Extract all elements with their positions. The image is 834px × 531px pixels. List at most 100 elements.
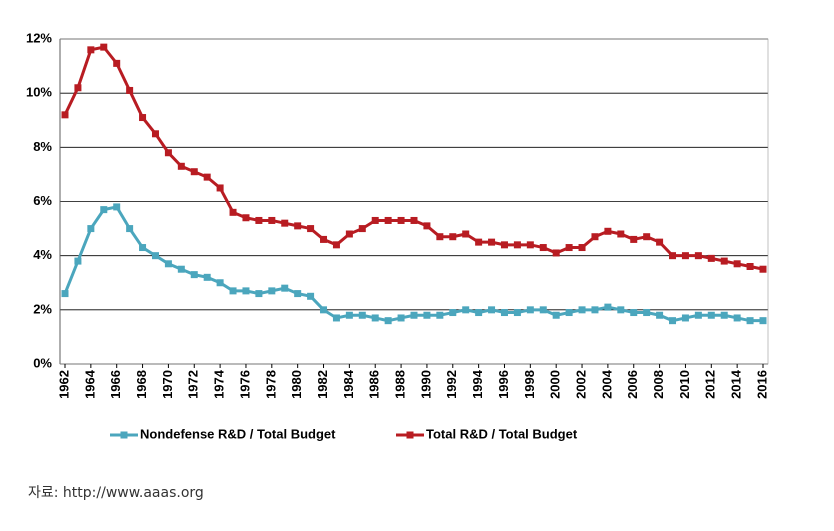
marker [513, 241, 521, 249]
marker [643, 233, 651, 241]
marker [139, 244, 147, 252]
marker [707, 311, 715, 319]
marker [449, 233, 457, 241]
marker [177, 265, 185, 273]
x-tick-label: 1990 [418, 370, 433, 399]
marker [410, 216, 418, 224]
marker [242, 287, 250, 295]
marker [190, 271, 198, 279]
marker [733, 260, 741, 268]
marker [539, 244, 547, 252]
x-tick-label: 2008 [651, 370, 666, 399]
marker [320, 306, 328, 314]
marker [630, 235, 638, 243]
marker [643, 309, 651, 317]
marker [462, 306, 470, 314]
marker [358, 225, 366, 233]
marker [397, 314, 405, 322]
x-tick-label: 2000 [548, 370, 563, 399]
marker [669, 252, 677, 260]
plot-frame [59, 38, 769, 365]
x-tick-label: 1986 [367, 370, 382, 399]
x-tick-label: 1976 [237, 370, 252, 399]
marker [526, 241, 534, 249]
marker [100, 206, 108, 214]
marker [475, 309, 483, 317]
marker [345, 311, 353, 319]
marker [694, 311, 702, 319]
marker [307, 225, 315, 233]
x-tick-label: 1982 [315, 370, 330, 399]
marker [281, 284, 289, 292]
marker [720, 311, 728, 319]
marker [500, 309, 508, 317]
marker [746, 263, 754, 270]
marker [294, 222, 302, 230]
marker [565, 309, 573, 317]
marker [681, 252, 689, 260]
x-tick-label: 1980 [289, 370, 304, 399]
marker [733, 314, 741, 322]
x-tick-label: 2014 [729, 369, 744, 399]
marker [397, 216, 405, 224]
marker [552, 311, 560, 319]
y-tick-label: 4% [33, 247, 52, 262]
x-tick-label: 1978 [263, 370, 278, 399]
marker [358, 311, 366, 319]
marker [591, 233, 599, 241]
marker [578, 244, 586, 252]
marker [656, 311, 664, 319]
marker [630, 309, 638, 317]
marker [203, 173, 211, 181]
y-tick-label: 2% [33, 301, 52, 316]
legend-label: Total R&D / Total Budget [426, 426, 578, 441]
marker [656, 238, 664, 246]
marker [242, 214, 250, 222]
legend-swatch [120, 431, 128, 439]
marker [177, 162, 185, 170]
marker [759, 265, 767, 273]
y-tick-label: 0% [33, 355, 52, 370]
marker [151, 130, 159, 138]
marker [617, 230, 625, 238]
marker [707, 254, 715, 262]
x-tick-label: 1972 [186, 370, 201, 399]
marker [759, 317, 767, 325]
marker [100, 43, 108, 51]
marker [151, 252, 159, 260]
marker [139, 114, 147, 122]
x-tick-label: 1970 [160, 370, 175, 399]
marker [720, 257, 728, 265]
x-tick-label: 1964 [82, 369, 97, 399]
marker [617, 306, 625, 314]
marker [604, 303, 612, 311]
y-tick-label: 12% [26, 30, 52, 45]
marker [61, 111, 69, 119]
marker [746, 317, 754, 325]
marker [87, 46, 95, 54]
marker [255, 216, 263, 224]
marker [488, 238, 496, 246]
marker [74, 257, 82, 265]
marker [229, 208, 237, 216]
y-tick-label: 10% [26, 85, 52, 100]
legend-swatch [406, 431, 414, 439]
marker [320, 235, 328, 243]
marker [113, 59, 121, 67]
marker [61, 290, 69, 298]
y-tick-label: 8% [33, 139, 52, 154]
marker [669, 317, 677, 325]
marker [462, 230, 470, 238]
marker [578, 306, 586, 314]
x-tick-label: 1966 [108, 370, 123, 399]
marker [255, 290, 263, 298]
marker [164, 149, 172, 157]
marker [539, 306, 547, 314]
x-tick-label: 2012 [703, 370, 718, 399]
marker [371, 314, 379, 322]
x-tick-label: 2016 [754, 370, 769, 399]
marker [87, 225, 95, 233]
marker [500, 241, 508, 249]
x-tick-label: 2002 [573, 370, 588, 399]
